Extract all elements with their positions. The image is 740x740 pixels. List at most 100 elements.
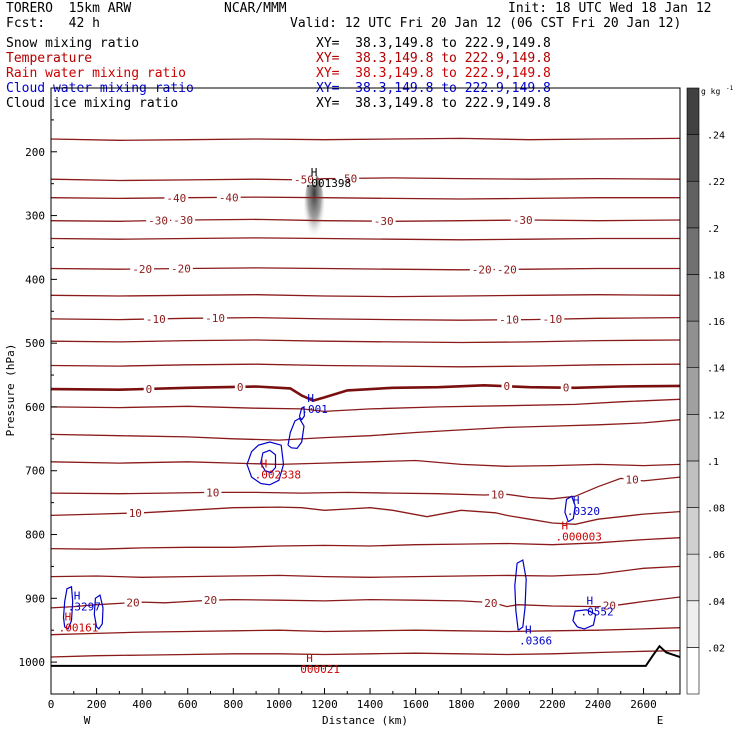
y-tick-label: 500 — [25, 337, 45, 350]
temperature-contour-label: 0 — [237, 381, 244, 394]
temperature-contour — [51, 565, 680, 578]
snow-plume-shading — [303, 174, 325, 251]
temperature-contour-label: -20 — [132, 263, 152, 276]
init-time: Init: 18 UTC Wed 18 Jan 12 — [508, 1, 712, 16]
colorbar-tick-label: .02 — [707, 643, 725, 654]
east-label: E — [657, 714, 664, 727]
extremum-value: .0320 — [567, 505, 600, 518]
x-tick-label: 600 — [178, 698, 198, 711]
temperature-contour-label: -30 — [148, 215, 168, 228]
x-tick-label: 1400 — [357, 698, 384, 711]
colorbar-tick-label: .18 — [707, 270, 725, 281]
x-tick-label: 2200 — [539, 698, 566, 711]
cloud-water-contour — [93, 594, 104, 630]
x-tick-label: 2400 — [585, 698, 612, 711]
temperature-contour-label: 10 — [491, 489, 504, 502]
y-tick-label: 400 — [25, 273, 45, 286]
temperature-contour-label: -50 — [337, 172, 357, 185]
extremum-value: .001 — [301, 403, 328, 416]
colorbar-segment — [686, 274, 700, 322]
colorbar-tick-label: .24 — [707, 131, 725, 142]
x-tick-label: 1000 — [266, 698, 293, 711]
temperature-contour-label: 10 — [129, 507, 142, 520]
temperature-contour-label: 20 — [204, 594, 217, 607]
field-name-temperature: Temperature — [6, 51, 93, 66]
colorbar-tick-label: .14 — [707, 364, 725, 375]
temperature-contour — [51, 476, 680, 500]
extremum-value: .0366 — [519, 634, 552, 647]
temperature-contour — [51, 237, 680, 241]
x-tick-label: 200 — [87, 698, 107, 711]
temperature-contour-label: -10 — [205, 312, 225, 325]
temperature-contour-label: 10 — [206, 486, 219, 499]
temperature-contour — [51, 506, 680, 525]
x-tick-label: 1600 — [402, 698, 429, 711]
colorbar-segment — [686, 600, 700, 648]
cloud-water-contour — [572, 609, 597, 630]
colorbar-segment — [686, 180, 700, 229]
temperature-contour — [51, 419, 680, 441]
forecast-hour: Fcst: 42 h — [6, 16, 100, 31]
extremum-value: .001398 — [305, 177, 351, 190]
temperature-contour-label: -10 — [146, 313, 166, 326]
cloud-water-contour — [287, 417, 305, 450]
x-tick-label: 400 — [132, 698, 152, 711]
cloud-water-contour — [260, 449, 277, 474]
temperature-contour — [51, 218, 680, 222]
extremum-symbol: H — [74, 590, 81, 603]
extremum-value: .0552 — [581, 606, 614, 619]
extremum-symbol: H — [307, 392, 314, 405]
field-xy-cloud-ice: XY= 38.3,149.8 to 222.9,149.8 — [316, 96, 551, 111]
field-name-cloud-ice: Cloud ice mixing ratio — [6, 96, 179, 111]
y-tick-label: 300 — [25, 210, 45, 223]
cloud-water-contour — [246, 441, 285, 486]
extremum-value: .3297 — [68, 601, 101, 614]
terrain-line — [51, 644, 680, 667]
colorbar-tick-label: .22 — [707, 177, 725, 188]
y-axis-label: Pressure (hPa) — [4, 344, 17, 437]
temperature-contour-label: -40 — [166, 192, 186, 205]
temperature-contour-label: 0 — [503, 380, 510, 393]
temperature-contour — [51, 196, 680, 200]
x-axis-label: Distance (km) — [322, 714, 408, 727]
field-name-cloud-water: Cloud water mixing ratio — [6, 81, 194, 96]
y-tick-label: 1000 — [19, 656, 46, 669]
x-tick-label: 0 — [48, 698, 55, 711]
temperature-contour — [51, 649, 680, 658]
extremum-symbol: H — [573, 494, 580, 507]
temperature-contour-label: 20 — [603, 600, 616, 613]
field-xy-temperature: XY= 38.3,149.8 to 222.9,149.8 — [316, 51, 551, 66]
cloud-water-contour — [62, 585, 74, 630]
temperature-contour-label: -50 — [294, 174, 314, 187]
temperature-contour-label: -30 — [374, 215, 394, 228]
extremum-symbol: H — [261, 458, 268, 471]
extremum-symbol: H — [561, 519, 568, 532]
temperature-contour-label: -20 — [472, 264, 492, 277]
west-label: W — [84, 714, 91, 727]
temperature-contour-label: -20 — [171, 263, 191, 276]
temperature-contour — [51, 294, 680, 298]
colorbar-unit-exponent: -1 — [726, 85, 734, 92]
colorbar-segment — [686, 320, 700, 368]
temperature-contour — [51, 398, 680, 413]
model-title: TORERO 15km ARW — [6, 1, 132, 16]
colorbar-tick-label: .08 — [707, 504, 725, 515]
colorbar-segment — [686, 367, 700, 415]
valid-time: Valid: 12 UTC Fri 20 Jan 12 (06 CST Fri … — [290, 16, 682, 31]
field-xy-rain: XY= 38.3,149.8 to 222.9,149.8 — [316, 66, 551, 81]
temperature-contour-label: -40 — [219, 191, 239, 204]
colorbar-segment — [686, 87, 700, 135]
temperature-contour-label: 0 — [146, 383, 153, 396]
extremum-symbol: H — [525, 623, 532, 636]
colorbar-tick-label: .04 — [707, 597, 725, 608]
field-xy-snow: XY= 38.3,149.8 to 222.9,149.8 — [316, 36, 551, 51]
temperature-contour-label: -30 — [513, 214, 533, 227]
colorbar-segment — [686, 134, 700, 182]
temperature-contour — [51, 363, 680, 368]
colorbar-tick-label: .2 — [707, 224, 719, 235]
colorbar-segment — [686, 647, 700, 695]
colorbar-tick-label: .16 — [707, 317, 725, 328]
temperature-contour — [51, 537, 680, 550]
temperature-contour-label: 20 — [484, 597, 497, 610]
temperature-contour — [51, 137, 680, 141]
